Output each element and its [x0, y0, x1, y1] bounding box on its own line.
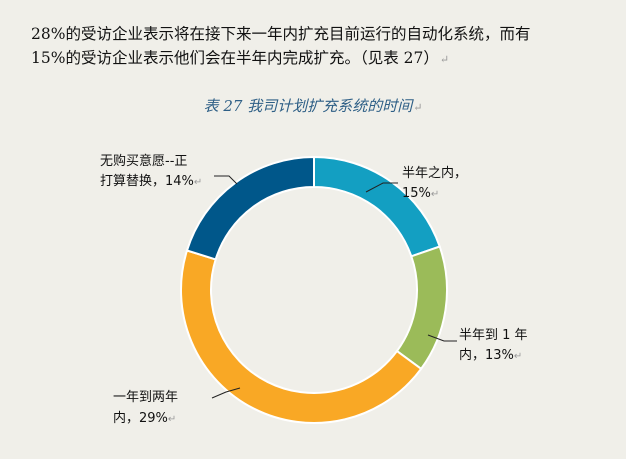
leader-line-4 — [214, 175, 238, 185]
donut-slice-3 — [180, 249, 423, 424]
slice-label-2-line-2: 内，13%↵ — [459, 347, 522, 363]
body-paragraph: 28%的受访企业表示将在接下来一年内扩充目前运行的自动化系统，而有 15%的受访… — [31, 22, 611, 72]
donut-slices — [180, 155, 448, 424]
slice-label-3-line-1: 一年到两年 — [113, 390, 178, 405]
leader-line-2 — [427, 334, 457, 342]
paragraph-mark-icon: ↵ — [439, 53, 450, 66]
paragraph-line-2: 15%的受访企业表示他们会在半年内完成扩充。（见表 27）↵ — [31, 49, 450, 67]
slice-label-4-line-2: 打算替换，14%↵ — [100, 174, 202, 189]
leader-line-3 — [211, 387, 241, 399]
paragraph-line-1: 28%的受访企业表示将在接下来一年内扩充目前运行的自动化系统，而有 — [31, 25, 531, 43]
slice-label-1-line-1: 半年之内， — [402, 165, 467, 181]
slice-label-3-line-2: 内，29%↵ — [113, 410, 176, 426]
label-mark-icon: ↵ — [514, 351, 522, 362]
chart-title: 表 27 我司计划扩充系统的时间↵ — [203, 97, 423, 115]
donut-slice-4 — [185, 155, 315, 261]
donut-slice-2 — [395, 245, 448, 371]
leader-lines — [211, 175, 457, 399]
slice-label-1-line-2: 15%↵ — [402, 186, 439, 201]
label-mark-icon: ↵ — [194, 177, 202, 188]
leader-line-1 — [365, 182, 398, 193]
caption-mark-icon: ↵ — [413, 101, 423, 114]
label-mark-icon: ↵ — [168, 414, 176, 425]
slice-label-4-line-1: 无购买意愿--正 — [100, 153, 187, 169]
label-mark-icon: ↵ — [431, 189, 439, 200]
slice-label-2-line-1: 半年到 1 年 — [459, 328, 528, 343]
